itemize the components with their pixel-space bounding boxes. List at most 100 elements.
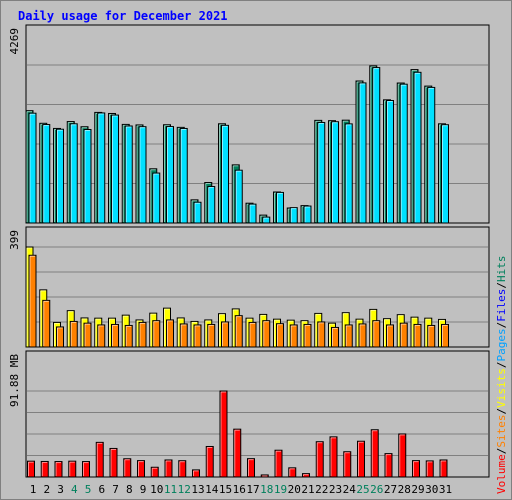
- volume-bar-day-24: [343, 451, 352, 478]
- x-tick-label-day-31: 31: [439, 483, 452, 496]
- volume-bar-day-20-body: [288, 467, 297, 478]
- volume-bar-day-11: [164, 459, 173, 478]
- legend-separator: /: [495, 448, 508, 455]
- files-bar-day-22: [317, 121, 326, 224]
- x-tick-label-day-14: 14: [205, 483, 219, 496]
- legend-separator: /: [495, 362, 508, 369]
- files-bar-day-17-body: [248, 203, 257, 224]
- files-bar-day-16: [234, 169, 243, 224]
- volume-bar-day-22-body: [315, 441, 324, 478]
- sites-bar-day-12: [179, 323, 188, 348]
- sites-bar-day-3-body: [56, 326, 64, 348]
- volume-bar-day-14: [205, 445, 214, 478]
- legend: Volume/Sites/Visits/Pages/Files/Hits: [495, 256, 508, 495]
- files-bar-day-26: [372, 67, 381, 224]
- x-tick-label-day-20: 20: [288, 483, 301, 496]
- files-bar-day-11-body: [166, 126, 174, 224]
- files-bar-day-14-body: [207, 186, 216, 224]
- volume-bar-day-6: [95, 441, 104, 478]
- legend-separator: /: [495, 282, 508, 289]
- volume-bar-day-9: [137, 460, 145, 478]
- volume-bar-day-5: [82, 461, 90, 478]
- volume-bar-day-30-body: [425, 460, 434, 478]
- volume-bar-day-4: [68, 460, 77, 478]
- x-tick-label-day-5: 5: [85, 483, 92, 496]
- sites-bar-day-28: [399, 322, 408, 348]
- files-bar-day-8: [124, 125, 133, 224]
- volume-bar-day-1: [27, 460, 35, 478]
- sites-bar-day-4-body: [69, 320, 78, 348]
- files-bar-day-13-body: [193, 201, 202, 224]
- x-tick-label-day-7: 7: [112, 483, 119, 496]
- sites-bar-day-20-body: [289, 324, 298, 348]
- sites-bar-day-5: [83, 322, 92, 348]
- files-bar-day-7-body: [111, 114, 119, 224]
- sites-bar-day-19: [276, 323, 284, 348]
- files-bar-day-27: [386, 99, 394, 224]
- sites-bar-day-28-body: [399, 322, 408, 348]
- sites-bar-day-30-body: [427, 324, 436, 348]
- legend-item-hits: Hits: [495, 256, 508, 283]
- sites-bar-day-26: [372, 320, 381, 348]
- volume-bar-day-3-body: [54, 461, 63, 478]
- sites-bar-day-11: [166, 319, 174, 348]
- volume-bar-day-29-body: [412, 460, 420, 478]
- x-tick-label-day-17: 17: [246, 483, 259, 496]
- volume-bar-day-31: [439, 459, 448, 478]
- x-tick-label-day-19: 19: [274, 483, 287, 496]
- files-bar-day-28: [399, 83, 408, 224]
- files-bar-day-26-body: [372, 67, 381, 224]
- sites-bar-day-3: [56, 326, 64, 348]
- files-bar-day-4-body: [69, 123, 78, 224]
- volume-bar-day-2: [40, 460, 49, 478]
- volume-bar-day-6-body: [95, 441, 104, 478]
- legend-item-sites: Sites: [495, 415, 508, 448]
- x-tick-label-day-23: 23: [329, 483, 342, 496]
- files-bar-day-24-body: [344, 123, 353, 224]
- files-bar-day-8-body: [124, 125, 133, 224]
- files-bar-day-21: [303, 205, 312, 224]
- sites-bar-day-26-body: [372, 320, 381, 348]
- sites-bar-day-25-body: [358, 323, 367, 348]
- volume-bar-day-28: [398, 433, 407, 478]
- sites-bar-day-14: [207, 323, 216, 348]
- files-bar-day-5: [83, 129, 92, 224]
- files-bar-day-18-body: [262, 216, 271, 224]
- x-tick-label-day-15: 15: [219, 483, 232, 496]
- volume-bar-day-11-body: [164, 459, 173, 478]
- sites-bar-day-11-body: [166, 319, 174, 348]
- x-tick-label-day-24: 24: [343, 483, 357, 496]
- volume-bar-day-13: [192, 469, 200, 478]
- sites-bar-day-13-body: [193, 324, 202, 348]
- volume-bar-day-27-body: [384, 453, 393, 478]
- files-bar-day-19-body: [276, 191, 284, 224]
- sites-bar-day-16: [234, 315, 243, 348]
- files-bar-day-21-body: [303, 205, 312, 224]
- volume-bar-day-17-body: [247, 458, 255, 478]
- files-bar-day-15: [221, 124, 229, 224]
- sites-bar-day-17: [248, 321, 257, 348]
- x-tick-label-day-16: 16: [233, 483, 246, 496]
- volume-bar-day-12-body: [178, 460, 187, 478]
- volume-bar-day-28-body: [398, 433, 407, 478]
- files-bar-day-1: [28, 112, 37, 224]
- sites-bar-day-15: [221, 321, 229, 348]
- volume-bar-day-21: [302, 473, 310, 478]
- files-bar-day-11: [166, 126, 174, 224]
- files-bar-day-19: [276, 191, 284, 224]
- x-tick-label-day-13: 13: [191, 483, 204, 496]
- legend-separator: /: [495, 322, 508, 329]
- volume-bar-day-18: [260, 474, 269, 478]
- x-tick-label-day-27: 27: [384, 483, 397, 496]
- volume-bar-day-15-body: [219, 390, 228, 478]
- files-bar-day-30: [427, 86, 436, 224]
- panel-2-ymax-label: 399: [8, 230, 21, 250]
- volume-bar-day-17: [247, 458, 255, 478]
- volume-bar-day-8-body: [123, 458, 132, 478]
- volume-bar-day-15: [219, 390, 228, 478]
- files-bar-day-25: [358, 82, 367, 224]
- sites-bar-day-18-body: [262, 320, 271, 348]
- files-bar-day-28-body: [399, 83, 408, 224]
- sites-bar-day-10-body: [152, 320, 161, 348]
- sites-bar-day-19-body: [276, 323, 284, 348]
